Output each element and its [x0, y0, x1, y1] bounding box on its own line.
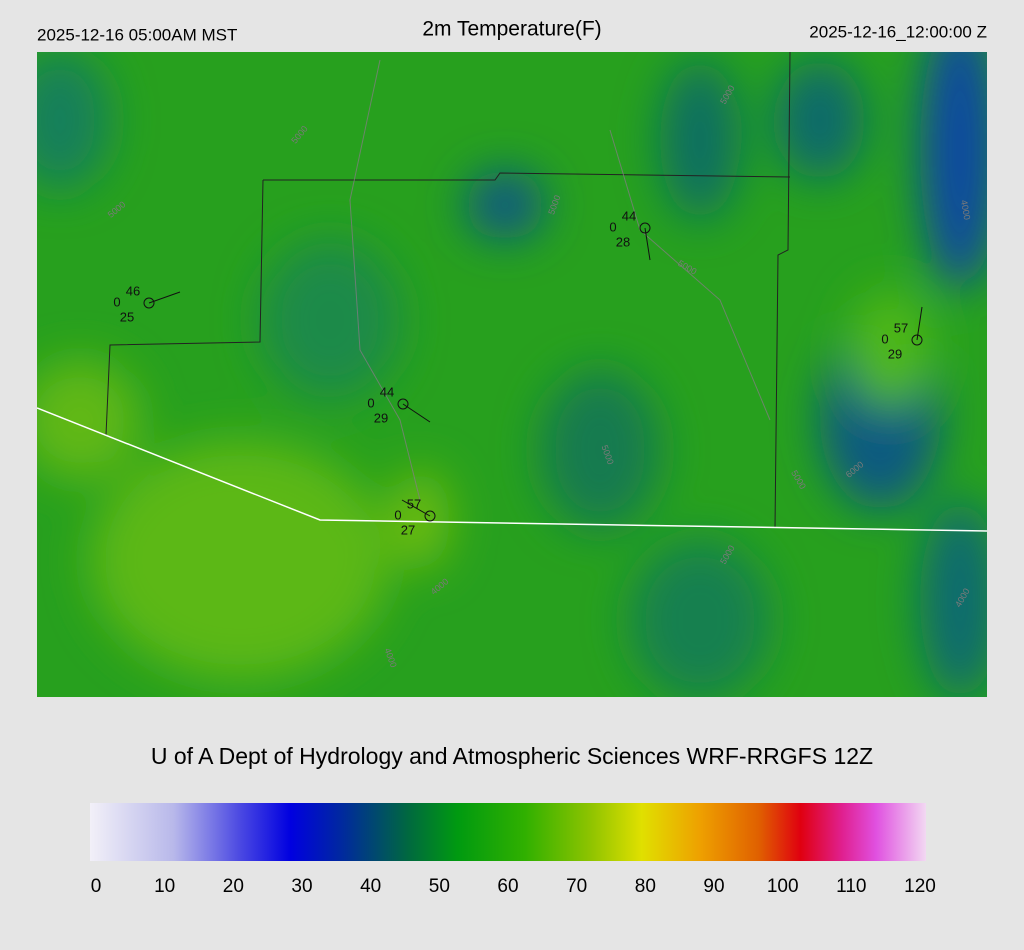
map — [37, 52, 987, 697]
station-circle — [424, 510, 436, 522]
colorbar-tick-label: 20 — [223, 876, 244, 897]
station-circle — [397, 398, 409, 410]
colorbar-tick-label: 90 — [703, 876, 724, 897]
station-dewpoint: 29 — [888, 346, 902, 361]
station-temperature: 57 — [894, 320, 908, 335]
station-code: 0 — [367, 395, 374, 410]
station-circle — [639, 222, 651, 234]
colorbar-tick-label: 0 — [91, 876, 102, 897]
colorbar — [90, 803, 926, 861]
station-temperature: 44 — [622, 208, 636, 223]
colorbar-tick-label: 50 — [429, 876, 450, 897]
station-temperature: 46 — [126, 283, 140, 298]
colorbar-tick-label: 80 — [635, 876, 656, 897]
station-dewpoint: 25 — [120, 309, 134, 324]
station-temperature: 57 — [407, 496, 421, 511]
station-dewpoint: 28 — [616, 234, 630, 249]
colorbar-tick-label: 110 — [836, 876, 866, 897]
credit: U of A Dept of Hydrology and Atmospheric… — [151, 743, 873, 769]
colorbar-tick-label: 100 — [767, 876, 799, 897]
colorbar-tick-label: 70 — [566, 876, 587, 897]
valid-local: 2025-12-16 05:00AM MST — [37, 25, 237, 44]
station-circle — [143, 297, 155, 309]
colorbar-tick-label: 40 — [360, 876, 381, 897]
contour-label: 4000 — [959, 199, 972, 220]
map-title: 2m Temperature(F) — [422, 18, 601, 41]
station-code: 0 — [394, 507, 401, 522]
colorbar-tick-label: 60 — [497, 876, 518, 897]
station-code: 0 — [609, 219, 616, 234]
colorbar-tick-label: 120 — [904, 876, 936, 897]
station-circle — [911, 334, 923, 346]
colorbar-tick-label: 30 — [291, 876, 312, 897]
station-code: 0 — [881, 331, 888, 346]
station-temperature: 44 — [380, 384, 394, 399]
station-dewpoint: 29 — [374, 410, 388, 425]
valid-utc: 2025-12-16_12:00:00 Z — [809, 22, 987, 41]
station-code: 0 — [113, 294, 120, 309]
wind-barb — [916, 306, 923, 341]
colorbar-tick-label: 10 — [154, 876, 175, 897]
station-dewpoint: 27 — [401, 522, 415, 537]
